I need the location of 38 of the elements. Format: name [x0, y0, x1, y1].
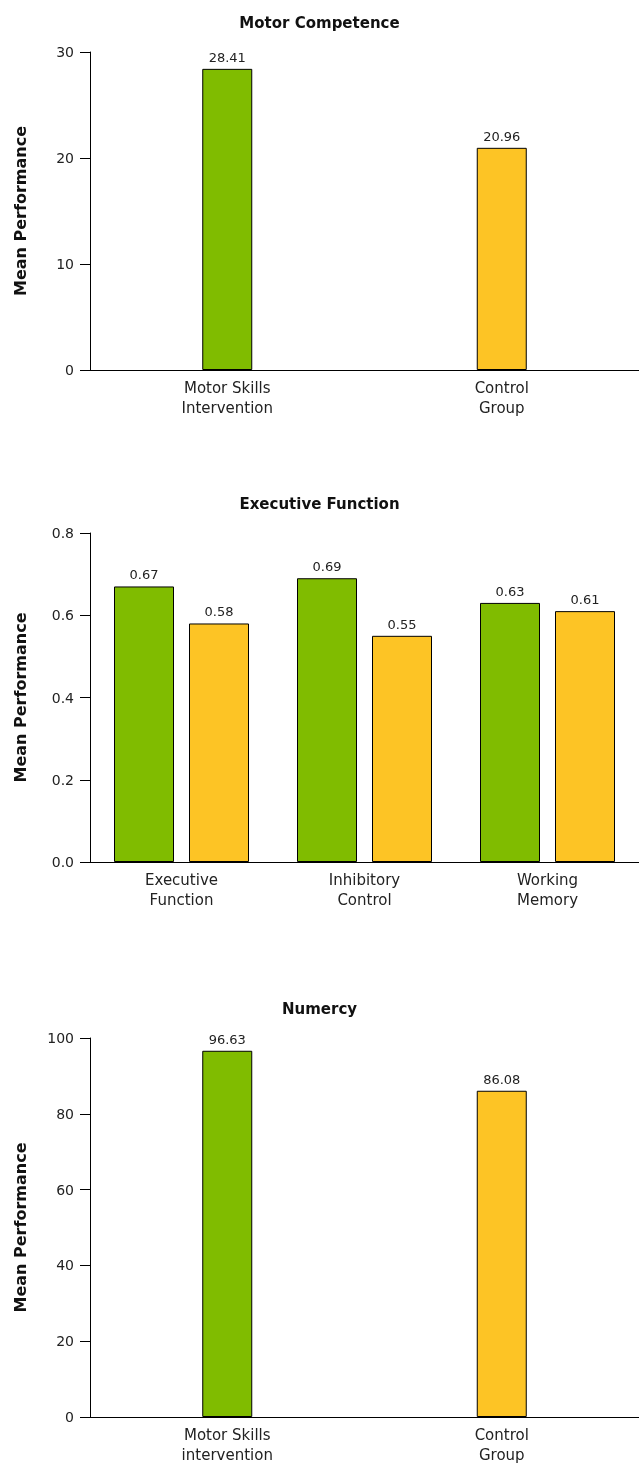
- data-label: 0.63: [495, 583, 525, 599]
- data-label: 0.58: [204, 604, 234, 620]
- data-label: 20.96: [483, 128, 521, 144]
- y-tick-label: 20: [56, 1333, 74, 1350]
- data-label: 86.08: [483, 1071, 521, 1087]
- y-tick-label: 0.8: [51, 525, 74, 541]
- y-tick-label: 100: [47, 1030, 74, 1046]
- y-tick-label: 30: [56, 44, 74, 60]
- x-tick-label: Control Group: [474, 1426, 529, 1464]
- data-label: 0.61: [570, 592, 600, 608]
- chart-title: Motor Competence: [239, 13, 400, 32]
- x-tick-label: Motor Skills Intervention: [181, 379, 274, 417]
- x-tick-label: Control Group: [474, 379, 529, 417]
- x-tick-label: Motor Skills intervention: [181, 1426, 273, 1464]
- y-tick-label: 0.2: [51, 771, 74, 788]
- y-tick-label: 10: [56, 256, 74, 272]
- chart-title: Executive Function: [239, 494, 400, 513]
- y-tick-label: 0: [65, 1409, 74, 1425]
- y-axis-title: Mean Performance: [10, 612, 30, 783]
- chart-title: Numercy: [281, 999, 358, 1018]
- y-tick-label: 40: [56, 1257, 74, 1274]
- x-tick-label: Executive Function: [144, 871, 219, 909]
- y-axis-title: Mean Performance: [10, 1142, 30, 1313]
- y-tick-label: 0: [65, 362, 74, 378]
- y-tick-label: 0.0: [51, 854, 74, 870]
- y-tick-label: 60: [56, 1181, 74, 1198]
- y-tick-label: 20: [56, 150, 74, 166]
- data-label: 0.55: [387, 616, 417, 632]
- x-tick-label: Inhibitory Control: [328, 871, 401, 909]
- data-label: 28.41: [208, 49, 246, 65]
- data-label: 96.63: [208, 1031, 246, 1047]
- data-label: 0.69: [312, 559, 342, 575]
- y-tick-label: 80: [56, 1105, 74, 1122]
- y-tick-label: 0.6: [51, 607, 75, 624]
- data-label: 0.67: [129, 567, 159, 583]
- x-tick-label: Working Memory: [516, 871, 579, 909]
- y-tick-label: 0.4: [51, 689, 75, 706]
- y-axis-title: Mean Performance: [10, 125, 30, 297]
